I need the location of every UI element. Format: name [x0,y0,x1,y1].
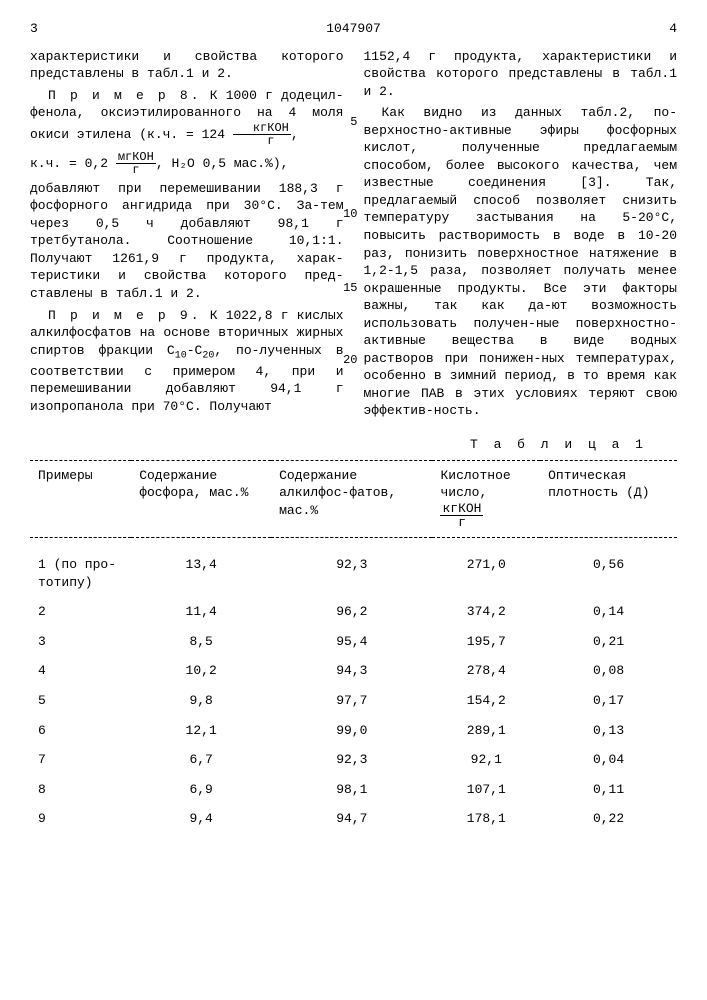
table-cell: 0,14 [540,597,677,627]
text: , Н₂О 0,5 мас.%), [156,156,289,171]
table-cell: 0,22 [540,804,677,834]
col-header: Содержание алкилфос-фатов, мас.% [271,460,432,538]
table-cell: 0,56 [540,538,677,598]
table-cell: 107,1 [432,775,540,805]
table-row: 211,496,2374,20,14 [30,597,677,627]
table-row: 76,792,392,10,04 [30,745,677,775]
table-cell: 195,7 [432,627,540,657]
table-cell: 98,1 [271,775,432,805]
subscript: 10 [175,350,187,361]
page-header: 3 1047907 4 [30,20,677,38]
table-cell: 0,17 [540,686,677,716]
table-cell: 92,3 [271,745,432,775]
page-num-left: 3 [30,20,60,38]
table-row: 99,494,7178,10,22 [30,804,677,834]
subscript: 20 [202,350,214,361]
paragraph: добавляют при перемешивании 188,3 г фосф… [30,180,344,303]
paragraph: характеристики и свойства которого предс… [30,48,344,83]
table-cell: 0,21 [540,627,677,657]
table-cell: 0,08 [540,656,677,686]
table-cell: 4 [30,656,131,686]
line-marker: 15 [343,280,357,296]
table-cell: 374,2 [432,597,540,627]
data-table: Примеры Содержание фосфора, мас.% Содерж… [30,460,677,834]
table-body: 1 (по про-тотипу)13,492,3271,00,56211,49… [30,538,677,834]
fraction: кгКОН г [440,502,483,529]
numerator: кгКОН [440,502,483,516]
table-row: 38,595,4195,70,21 [30,627,677,657]
text: к.ч. = 0,2 [30,156,116,171]
table-cell: 12,1 [131,716,271,746]
table-cell: 9,8 [131,686,271,716]
table-cell: 95,4 [271,627,432,657]
right-column: 1152,4 г продукта, характеристики и свой… [364,48,678,424]
paragraph: 1152,4 г продукта, характеристики и свой… [364,48,678,101]
text: , [291,127,299,142]
left-column: 5 10 15 20 характеристики и свойства кот… [30,48,344,424]
col-header: Примеры [30,460,131,538]
table-cell: 92,3 [271,538,432,598]
table-cell: 8,5 [131,627,271,657]
paragraph: Как видно из данных табл.2, по-верхностн… [364,104,678,420]
table-row: 86,998,1107,10,11 [30,775,677,805]
line-marker: 10 [343,206,357,222]
denominator: г [116,164,156,176]
table-row: 1 (по про-тотипу)13,492,3271,00,56 [30,538,677,598]
table-cell: 0,04 [540,745,677,775]
table-cell: 8 [30,775,131,805]
table-cell: 96,2 [271,597,432,627]
text: -С [187,343,203,358]
table-cell: 6,9 [131,775,271,805]
fraction: кгКОНг [233,122,291,147]
table-row: 410,294,3278,40,08 [30,656,677,686]
table-cell: 13,4 [131,538,271,598]
table-cell: 178,1 [432,804,540,834]
table-cell: 94,3 [271,656,432,686]
example-label: П р и м е р 8. [48,88,202,103]
table-cell: 278,4 [432,656,540,686]
table-cell: 7 [30,745,131,775]
text: Кислотное число, [440,468,510,501]
col-header: Содержание фосфора, мас.% [131,460,271,538]
table-cell: 0,13 [540,716,677,746]
table-cell: 9,4 [131,804,271,834]
table-cell: 97,7 [271,686,432,716]
numerator: кгКОН [233,122,291,135]
fraction: мгКОНг [116,151,156,176]
table-cell: 5 [30,686,131,716]
text-columns: 5 10 15 20 характеристики и свойства кот… [30,48,677,424]
table-cell: 10,2 [131,656,271,686]
col-header: Оптическая плотность (Д) [540,460,677,538]
table-cell: 6,7 [131,745,271,775]
example-8: П р и м е р 8. К 1000 г додецил-фенола, … [30,87,344,147]
table-row: 59,897,7154,20,17 [30,686,677,716]
table-cell: 289,1 [432,716,540,746]
table-cell: 3 [30,627,131,657]
line-marker: 20 [343,352,357,368]
example-9: П р и м е р 9. К 1022,8 г кислых алкилфо… [30,307,344,416]
line-marker: 5 [350,114,357,130]
table-title: Т а б л и ц а 1 [30,436,647,454]
table-cell: 154,2 [432,686,540,716]
table-cell: 271,0 [432,538,540,598]
table-cell: 6 [30,716,131,746]
table-cell: 94,7 [271,804,432,834]
numerator: мгКОН [116,151,156,164]
page-num-right: 4 [647,20,677,38]
denominator: г [233,135,291,147]
col-header: Кислотное число, кгКОН г [432,460,540,538]
table-cell: 92,1 [432,745,540,775]
table-row: 612,199,0289,10,13 [30,716,677,746]
table-cell: 9 [30,804,131,834]
table-header-row: Примеры Содержание фосфора, мас.% Содерж… [30,460,677,538]
doc-number: 1047907 [60,20,647,38]
table-cell: 11,4 [131,597,271,627]
table-cell: 0,11 [540,775,677,805]
table-cell: 99,0 [271,716,432,746]
paragraph: к.ч. = 0,2 мгКОНг, Н₂О 0,5 мас.%), [30,151,344,176]
table-cell: 1 (по про-тотипу) [30,538,131,598]
table-cell: 2 [30,597,131,627]
denominator: г [440,516,483,529]
example-label: П р и м е р 9. [48,308,202,323]
